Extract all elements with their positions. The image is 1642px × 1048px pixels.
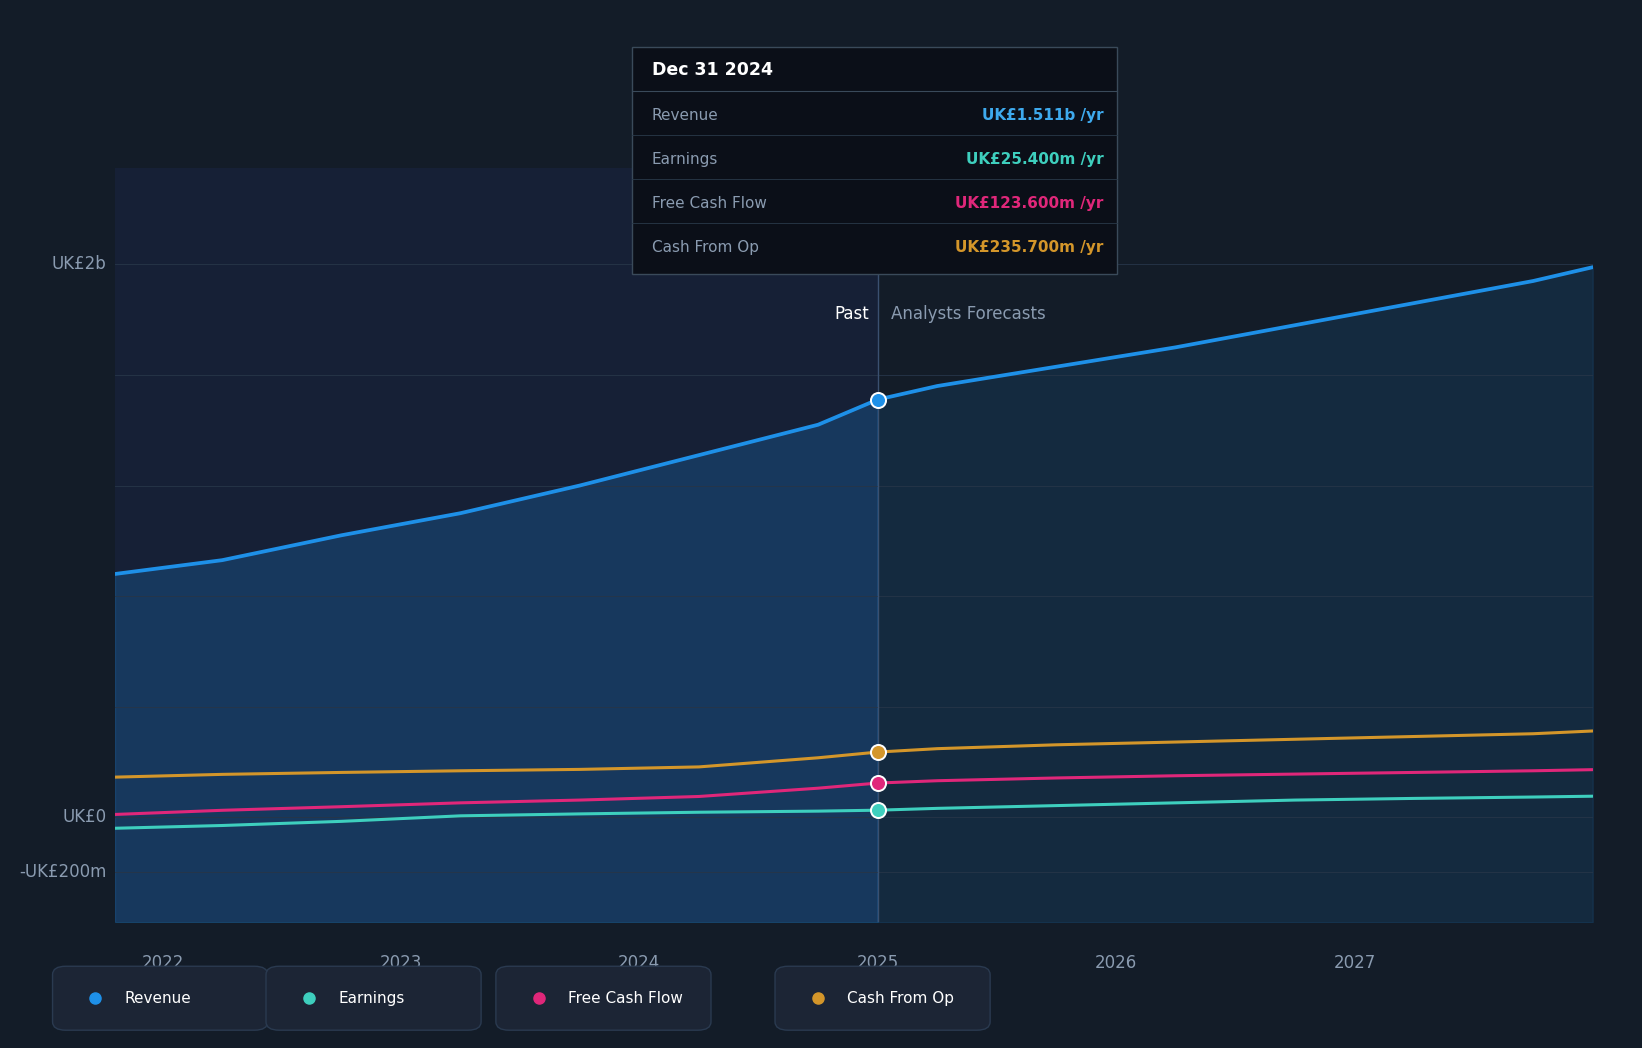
Text: Cash From Op: Cash From Op bbox=[652, 240, 759, 255]
Text: Revenue: Revenue bbox=[125, 990, 192, 1006]
Text: Free Cash Flow: Free Cash Flow bbox=[652, 196, 767, 211]
Text: 2024: 2024 bbox=[617, 954, 660, 971]
Text: UK£0: UK£0 bbox=[62, 808, 107, 826]
Text: UK£123.600m /yr: UK£123.600m /yr bbox=[956, 196, 1103, 211]
Text: Earnings: Earnings bbox=[652, 152, 718, 167]
Text: UK£1.511b /yr: UK£1.511b /yr bbox=[982, 108, 1103, 123]
Point bbox=[865, 744, 892, 761]
Text: UK£235.700m /yr: UK£235.700m /yr bbox=[956, 240, 1103, 255]
Point bbox=[865, 774, 892, 791]
Text: Past: Past bbox=[834, 305, 870, 323]
Text: 2026: 2026 bbox=[1095, 954, 1138, 971]
Text: 2025: 2025 bbox=[857, 954, 898, 971]
Text: 2022: 2022 bbox=[141, 954, 184, 971]
Text: Revenue: Revenue bbox=[652, 108, 719, 123]
Point bbox=[865, 774, 892, 791]
Text: Analysts Forecasts: Analysts Forecasts bbox=[892, 305, 1046, 323]
Text: Dec 31 2024: Dec 31 2024 bbox=[652, 61, 773, 80]
Text: Earnings: Earnings bbox=[338, 990, 404, 1006]
Point bbox=[865, 391, 892, 408]
Point bbox=[865, 802, 892, 818]
Text: UK£2b: UK£2b bbox=[53, 256, 107, 274]
Point bbox=[865, 802, 892, 818]
Bar bbox=[115, 168, 878, 922]
Text: Cash From Op: Cash From Op bbox=[847, 990, 954, 1006]
Point bbox=[865, 391, 892, 408]
Text: -UK£200m: -UK£200m bbox=[20, 864, 107, 881]
Text: 2027: 2027 bbox=[1333, 954, 1376, 971]
Point bbox=[865, 744, 892, 761]
Text: UK£25.400m /yr: UK£25.400m /yr bbox=[965, 152, 1103, 167]
Text: 2023: 2023 bbox=[379, 954, 422, 971]
Text: Free Cash Flow: Free Cash Flow bbox=[568, 990, 683, 1006]
